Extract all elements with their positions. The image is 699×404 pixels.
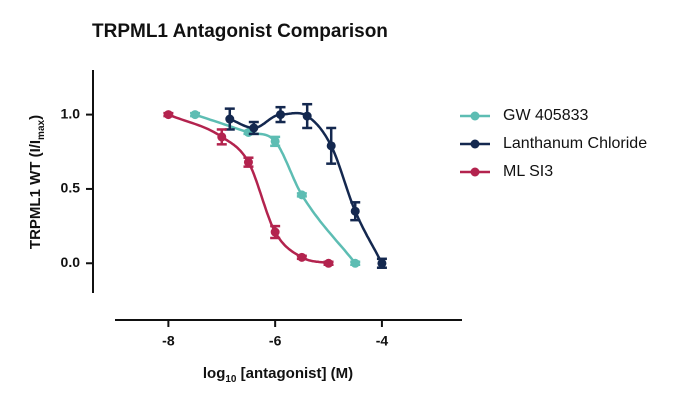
- y-tick-label: 0.0: [61, 254, 81, 270]
- data-point: [297, 190, 307, 200]
- chart-title: TRPML1 Antagonist Comparison: [92, 21, 388, 42]
- y-tick-label: 0.5: [61, 180, 81, 196]
- data-point: [190, 110, 200, 120]
- fit-curve: [229, 111, 384, 264]
- data-point: [350, 258, 360, 268]
- data-point: [270, 136, 280, 146]
- data-point: [217, 132, 227, 142]
- data-point: [275, 110, 285, 120]
- data-point: [163, 110, 173, 120]
- data-point: [324, 258, 334, 268]
- legend-marker: [470, 111, 480, 121]
- data-point: [350, 206, 360, 216]
- data-point: [225, 114, 235, 124]
- x-tick-label: -4: [376, 333, 389, 349]
- data-point: [302, 111, 312, 121]
- data-point: [326, 141, 336, 151]
- y-label-part: ): [27, 115, 44, 120]
- legend-label: ML SI3: [503, 163, 553, 180]
- y-label-part: TRPML1 WT (I/I: [27, 140, 44, 249]
- data-point: [270, 227, 280, 237]
- data-point: [297, 252, 307, 262]
- data-point: [249, 123, 259, 133]
- y-label-sub: max: [36, 119, 47, 139]
- data-point: [377, 258, 387, 268]
- data-point: [243, 157, 253, 167]
- x-tick-label: -8: [162, 333, 175, 349]
- x-tick-label: -6: [269, 333, 282, 349]
- legend-label: GW 405833: [503, 107, 588, 124]
- y-tick-label: 1.0: [61, 105, 81, 121]
- legend-marker: [470, 139, 480, 149]
- legend-marker: [470, 167, 480, 177]
- x-label-part: log: [203, 365, 226, 382]
- x-label-part: [antagonist] (M): [236, 365, 353, 382]
- x-label-sub: 10: [225, 374, 237, 385]
- y-axis-label: TRPML1 WT (I/Imax): [27, 115, 47, 249]
- legend-label: Lanthanum Chloride: [503, 135, 647, 152]
- x-axis-label: log10 [antagonist] (M): [203, 365, 353, 385]
